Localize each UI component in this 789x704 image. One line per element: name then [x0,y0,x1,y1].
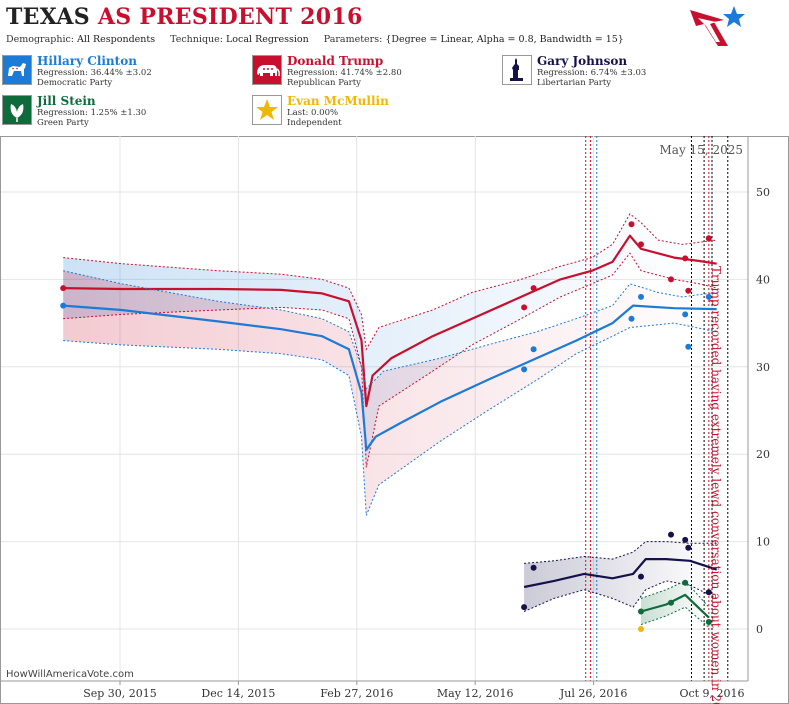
donald-trump-poll-point[interactable] [682,255,689,262]
gary-johnson-lower-bound [523,580,717,612]
hillary-clinton-poll-point[interactable] [60,302,67,309]
jill-stein-poll-point[interactable] [682,579,689,586]
candidate-card-johnson[interactable]: Gary Johnson Regression: 6.74% ±3.03 Lib… [500,54,746,88]
candidate-party: Democratic Party [37,78,113,88]
site-logo-icon [690,6,745,46]
donald-trump-poll-point[interactable] [638,241,644,248]
hillary-clinton-confidence-band [63,270,717,516]
x-tick-label: May 12, 2016 [437,687,514,700]
y-tick-label: 40 [756,273,770,286]
donkey-icon [2,55,32,85]
gary-johnson-poll-point[interactable] [530,564,537,571]
jill-stein-poll-point[interactable] [668,599,674,606]
candidate-card-clinton[interactable]: Hillary Clinton Regression: 36.44% ±3.02… [0,54,246,88]
x-tick-label: Sep 30, 2015 [83,687,157,700]
statue-of-liberty-icon [502,55,532,85]
gary-johnson-poll-point[interactable] [685,544,692,551]
title-rest: AS PRESIDENT 2016 [97,4,363,30]
x-tick-label: Feb 27, 2016 [320,687,393,700]
candidate-stat: Regression: 6.74% ±3.03 [537,68,647,78]
y-tick-label: 50 [756,186,770,199]
candidate-stat: Regression: 41.74% ±2.80 [287,68,402,78]
x-tick-label: Dec 14, 2015 [201,687,275,700]
hillary-clinton-poll-point[interactable] [638,293,644,300]
candidate-card-stein[interactable]: Jill Stein Regression: 1.25% ±1.30 Green… [0,94,246,128]
gary-johnson-poll-point[interactable] [521,604,528,611]
polling-chart: 0 10 20 30 40 50 Sep 30, 2015 Dec 14, 2015 Feb 2… [0,136,789,704]
donald-trump-poll-point[interactable] [628,221,635,228]
event-annotation: Trump recorded having extremely lewd con… [709,266,723,704]
candidate-name: Jill Stein [37,94,96,108]
candidate-name: Evan McMullin [287,94,389,108]
gary-johnson-poll-point[interactable] [705,589,712,596]
y-tick-label: 10 [756,536,770,549]
donald-trump-upper-bound [63,213,717,351]
y-tick-label: 20 [756,448,770,461]
candidate-stat: Last: 0.00% [287,108,339,118]
parameters-value: {Degree = Linear, Alpha = 0.8, Bandwidth… [385,34,624,45]
hillary-clinton-lower-bound [63,322,717,516]
x-tick-label: Oct 9, 2016 [679,687,744,700]
star-icon [252,95,282,125]
hillary-clinton-poll-point[interactable] [530,346,537,353]
jill-stein-poll-point[interactable] [638,608,644,615]
page-title: TEXAS AS PRESIDENT 2016 [6,4,363,30]
gary-johnson-upper-bound [524,541,717,564]
donald-trump-poll-point[interactable] [668,276,674,283]
technique-value: Local Regression [226,34,309,45]
donald-trump-trend-line [63,234,717,408]
candidate-party: Republican Party [287,78,361,88]
hillary-clinton-upper-bound [63,270,717,390]
demographic-value: All Respondents [77,34,156,45]
evan-mcmullin-poll-point[interactable] [638,626,644,632]
jill-stein-lower-bound [640,606,710,628]
leaf-icon [2,95,32,125]
hillary-clinton-poll-point[interactable] [521,366,528,373]
elephant-icon [252,55,282,85]
candidate-party: Independent [287,118,342,128]
donald-trump-poll-point[interactable] [705,235,712,242]
candidate-card-mcmullin[interactable]: Evan McMullin Last: 0.00% Independent [250,94,496,128]
gary-johnson-poll-point[interactable] [668,531,674,538]
hillary-clinton-poll-point[interactable] [628,315,635,322]
jill-stein-upper-bound [640,580,710,608]
candidate-stat: Regression: 1.25% ±1.30 [37,108,147,118]
hillary-clinton-poll-point[interactable] [685,343,692,350]
candidate-name: Gary Johnson [537,54,628,68]
x-tick-label: Jul 26, 2016 [559,687,628,700]
donald-trump-poll-point[interactable] [530,285,537,292]
hillary-clinton-trend-line [63,304,717,451]
candidate-name: Donald Trump [287,54,384,68]
parameter-line: Demographic: All Respondents Technique: … [6,34,624,45]
donald-trump-lower-bound [63,252,717,468]
candidate-stat: Regression: 36.44% ±3.02 [37,68,152,78]
current-date-label: May 15, 2025 [660,143,743,157]
candidate-card-trump[interactable]: Donald Trump Regression: 41.74% ±2.80 Re… [250,54,496,88]
gary-johnson-poll-point[interactable] [638,573,644,580]
jill-stein-poll-point[interactable] [705,619,712,625]
candidate-party: Green Party [37,118,89,128]
gary-johnson-trend-line [523,558,718,589]
y-tick-label: 0 [756,623,763,636]
donald-trump-poll-point[interactable] [685,287,692,294]
candidate-name: Hillary Clinton [37,54,137,68]
y-tick-label: 30 [756,361,770,374]
donald-trump-poll-point[interactable] [60,285,67,292]
gary-johnson-poll-point[interactable] [682,536,689,543]
candidate-party: Libertarian Party [537,78,612,88]
donald-trump-poll-point[interactable] [521,304,528,311]
title-state: TEXAS [6,4,90,30]
hillary-clinton-poll-point[interactable] [705,293,712,300]
watermark: HowWillAmericaVote.com [6,669,134,680]
jill-stein-trend-line [640,593,710,619]
hillary-clinton-poll-point[interactable] [682,311,689,318]
donald-trump-confidence-band [63,213,717,468]
